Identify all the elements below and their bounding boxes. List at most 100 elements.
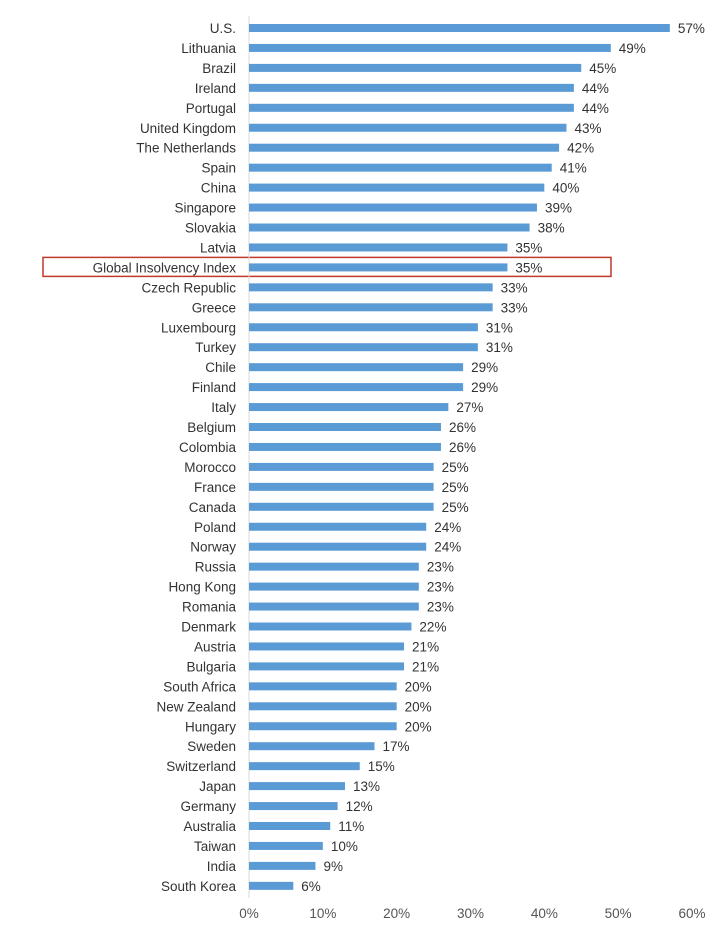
category-label-germany: Germany — [180, 799, 236, 814]
bar-hungary — [249, 722, 397, 731]
bar-turkey — [249, 343, 478, 352]
value-label-the-netherlands: 42% — [567, 141, 594, 156]
value-label-norway: 24% — [434, 540, 461, 555]
value-label-france: 25% — [442, 480, 469, 495]
category-label-denmark: Denmark — [181, 620, 236, 635]
category-label-norway: Norway — [190, 540, 236, 555]
value-label-u-s: 57% — [678, 21, 705, 36]
category-label-romania: Romania — [182, 600, 237, 615]
bar-austria — [249, 642, 405, 651]
x-tick-label-10: 10% — [309, 906, 336, 921]
value-label-taiwan: 10% — [331, 839, 358, 854]
category-label-colombia: Colombia — [179, 440, 237, 455]
category-label-brazil: Brazil — [202, 61, 236, 76]
bar-finland — [249, 383, 464, 392]
bar-bulgaria — [249, 662, 405, 671]
category-label-the-netherlands: The Netherlands — [136, 141, 236, 156]
category-label-slovakia: Slovakia — [185, 221, 237, 236]
x-tick-label-20: 20% — [383, 906, 410, 921]
category-label-france: France — [194, 480, 236, 495]
bar-romania — [249, 602, 419, 611]
category-label-greece: Greece — [192, 300, 236, 315]
bar-luxembourg — [249, 323, 478, 332]
value-label-russia: 23% — [427, 560, 454, 575]
value-label-switzerland: 15% — [368, 759, 395, 774]
bar-canada — [249, 502, 434, 511]
bar-ireland — [249, 83, 574, 92]
value-label-romania: 23% — [427, 600, 454, 615]
bar-lithuania — [249, 43, 611, 52]
category-label-finland: Finland — [192, 380, 236, 395]
value-label-hungary: 20% — [405, 719, 432, 734]
category-label-spain: Spain — [201, 161, 236, 176]
bar-south-korea — [249, 881, 294, 890]
value-label-china: 40% — [552, 181, 579, 196]
value-label-lithuania: 49% — [619, 41, 646, 56]
category-label-taiwan: Taiwan — [194, 839, 236, 854]
category-label-united-kingdom: United Kingdom — [140, 121, 236, 136]
bar-switzerland — [249, 762, 360, 771]
value-label-portugal: 44% — [582, 101, 609, 116]
value-label-morocco: 25% — [442, 460, 469, 475]
bar-denmark — [249, 622, 412, 631]
category-label-russia: Russia — [195, 560, 237, 575]
bar-italy — [249, 403, 449, 412]
bar-singapore — [249, 203, 537, 212]
value-label-brazil: 45% — [589, 61, 616, 76]
value-label-czech-republic: 33% — [501, 280, 528, 295]
value-label-belgium: 26% — [449, 420, 476, 435]
category-label-lithuania: Lithuania — [181, 41, 236, 56]
category-label-india: India — [207, 859, 237, 874]
category-label-canada: Canada — [189, 500, 237, 515]
category-label-italy: Italy — [211, 400, 236, 415]
category-label-u-s: U.S. — [210, 21, 236, 36]
value-label-chile: 29% — [471, 360, 498, 375]
category-label-singapore: Singapore — [174, 201, 236, 216]
bar-new-zealand — [249, 702, 397, 711]
bar-sweden — [249, 742, 375, 751]
value-label-finland: 29% — [471, 380, 498, 395]
category-label-global-insolvency-index: Global Insolvency Index — [93, 260, 237, 275]
category-label-australia: Australia — [183, 819, 236, 834]
value-label-colombia: 26% — [449, 440, 476, 455]
value-label-hong-kong: 23% — [427, 580, 454, 595]
value-label-united-kingdom: 43% — [574, 121, 601, 136]
category-label-china: China — [201, 181, 237, 196]
bar-hong-kong — [249, 582, 419, 591]
x-tick-label-30: 30% — [457, 906, 484, 921]
category-label-hong-kong: Hong Kong — [168, 580, 236, 595]
bar-the-netherlands — [249, 143, 560, 152]
value-label-italy: 27% — [456, 400, 483, 415]
bar-global-insolvency-index — [249, 263, 508, 272]
category-label-belgium: Belgium — [187, 420, 236, 435]
value-label-germany: 12% — [346, 799, 373, 814]
value-label-south-africa: 20% — [405, 679, 432, 694]
category-label-sweden: Sweden — [187, 739, 236, 754]
x-tick-label-50: 50% — [605, 906, 632, 921]
value-label-new-zealand: 20% — [405, 699, 432, 714]
value-label-singapore: 39% — [545, 201, 572, 216]
bar-greece — [249, 303, 493, 312]
bar-germany — [249, 802, 338, 811]
bar-spain — [249, 163, 552, 172]
bar-france — [249, 482, 434, 491]
value-label-denmark: 22% — [419, 620, 446, 635]
value-label-australia: 11% — [338, 819, 364, 834]
bar-china — [249, 183, 545, 192]
category-label-switzerland: Switzerland — [166, 759, 236, 774]
value-label-bulgaria: 21% — [412, 659, 439, 674]
bar-australia — [249, 822, 331, 830]
value-label-poland: 24% — [434, 520, 461, 535]
bar-poland — [249, 522, 427, 531]
bar-belgium — [249, 423, 441, 431]
category-label-czech-republic: Czech Republic — [141, 280, 236, 295]
bar-norway — [249, 542, 427, 551]
bar-united-kingdom — [249, 123, 567, 132]
category-label-hungary: Hungary — [185, 719, 236, 734]
category-label-latvia: Latvia — [200, 240, 237, 255]
x-tick-label-40: 40% — [531, 906, 558, 921]
bar-czech-republic — [249, 283, 493, 292]
bar-brazil — [249, 63, 582, 72]
